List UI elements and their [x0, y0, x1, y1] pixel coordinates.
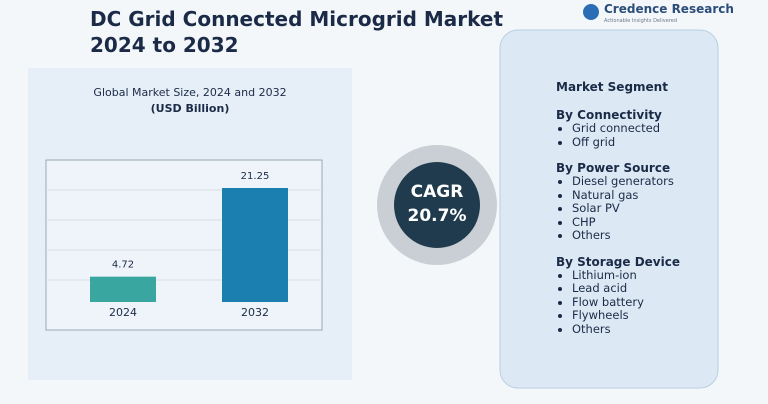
segment-list: Diesel generatorsNatural gasSolar PVCHPO…	[556, 174, 680, 243]
value-label: 21.25	[241, 171, 270, 182]
value-label: 4.72	[112, 260, 134, 271]
bar	[222, 188, 288, 302]
segment-group: By Storage Device	[556, 254, 680, 269]
logo-icon	[583, 4, 599, 20]
segment-item: Grid connected	[572, 121, 680, 136]
segment-item: Solar PV	[572, 201, 680, 216]
x-tick-label: 2032	[241, 306, 269, 319]
segment-item: Lithium-ion	[572, 268, 680, 283]
segment-item: Diesel generators	[572, 174, 680, 189]
cagr-label: CAGR	[411, 182, 464, 202]
segment-group: By Power Source	[556, 161, 671, 175]
bar	[90, 276, 156, 302]
cagr-circle	[394, 162, 480, 248]
logo-name: Credence Research	[604, 2, 734, 16]
segment-item: CHP	[572, 215, 680, 230]
segment-list: Lithium-ionLead acidFlow batteryFlywheel…	[556, 268, 680, 337]
segment-group: By Connectivity	[556, 108, 662, 122]
segment-panel	[499, 29, 719, 389]
segment-item: Others	[572, 228, 680, 243]
x-tick-label: 2024	[109, 306, 137, 319]
chart-subtitle: (USD Billion)	[151, 102, 230, 115]
page-title: DC Grid Connected Microgrid Market 2024 …	[90, 7, 517, 57]
segment-item: Flywheels	[572, 308, 680, 323]
segment-item: Lead acid	[572, 281, 680, 296]
logo-tagline: Actionable Insights Delivered	[604, 18, 677, 24]
chart-title: Global Market Size, 2024 and 2032	[93, 86, 286, 99]
segment-item: Flow battery	[572, 295, 680, 310]
segment-list: Grid connectedOff grid	[556, 121, 680, 150]
cagr-value: 20.7%	[408, 206, 467, 226]
segments: Market Segment By ConnectivityGrid conne…	[556, 80, 680, 348]
segment-title: Market Segment	[556, 80, 668, 94]
segment-item: Others	[572, 322, 680, 337]
segment-item: Off grid	[572, 135, 680, 150]
segment-item: Natural gas	[572, 188, 680, 203]
